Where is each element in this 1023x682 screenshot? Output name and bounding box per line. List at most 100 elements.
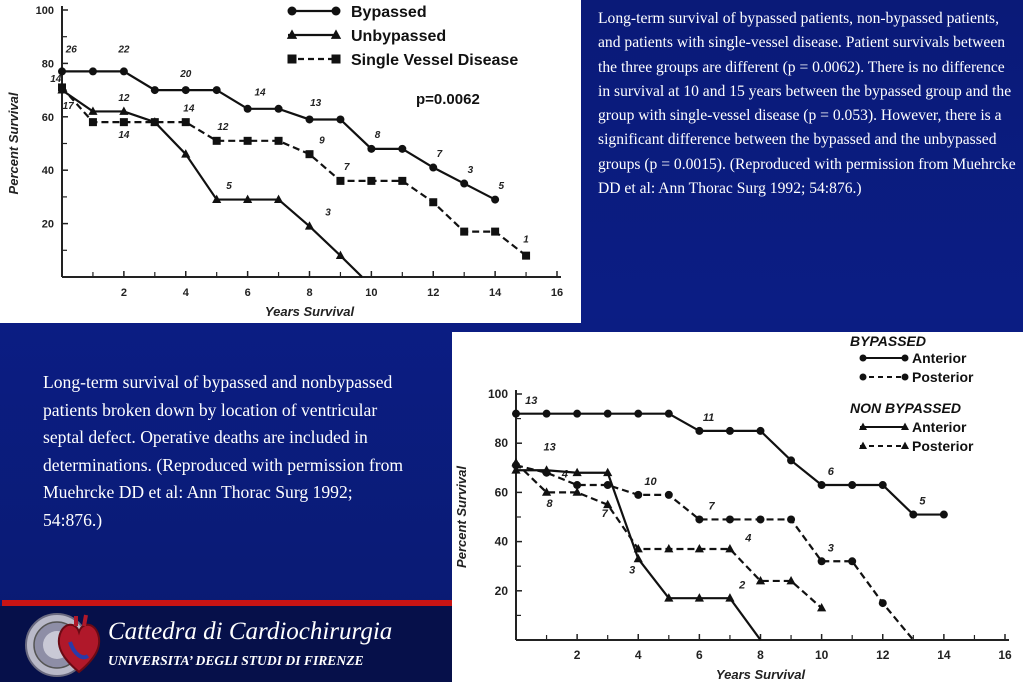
y-tick-label: 80 bbox=[42, 58, 54, 70]
point-count-label: 5 bbox=[499, 181, 505, 192]
legend-marker bbox=[858, 422, 868, 430]
y-axis-title: Percent Survival bbox=[454, 466, 469, 568]
legend-marker bbox=[330, 29, 342, 39]
data-point bbox=[511, 465, 521, 474]
x-tick-label: 10 bbox=[365, 287, 377, 299]
series-non-bypassed-posterior: 8 7 4 bbox=[511, 457, 827, 612]
data-point bbox=[274, 104, 283, 113]
data-point bbox=[181, 118, 190, 127]
data-point bbox=[150, 118, 159, 127]
data-point bbox=[88, 106, 98, 115]
point-count-label: 20 bbox=[179, 69, 192, 80]
point-count-label: 3 bbox=[828, 542, 834, 554]
series-line bbox=[61, 86, 527, 257]
data-point bbox=[695, 515, 704, 524]
survival-chart-bottom: 20 40 60 80 100 2 4 6 8 10 12 14 16 Years Survival Per… bbox=[454, 333, 1012, 682]
y-tick-label: 60 bbox=[42, 112, 54, 124]
data-point bbox=[429, 163, 438, 172]
data-point bbox=[541, 487, 552, 496]
x-tick-label: 2 bbox=[574, 648, 581, 662]
data-point bbox=[88, 67, 97, 76]
y-tick-label: 80 bbox=[495, 436, 509, 450]
footer-subtitle: UNIVERSITA’ DEGLI STUDI DI FIRENZE bbox=[108, 653, 364, 668]
data-point bbox=[150, 86, 159, 95]
data-point bbox=[817, 481, 826, 490]
point-count-label: 5 bbox=[226, 181, 232, 192]
data-point bbox=[725, 515, 734, 524]
legend-label: Unbypassed bbox=[351, 28, 446, 45]
x-tick-label: 12 bbox=[427, 287, 439, 299]
data-point bbox=[305, 150, 314, 159]
legend-marker bbox=[331, 54, 341, 64]
data-point bbox=[572, 487, 582, 496]
data-point bbox=[633, 543, 643, 553]
legend-group-heading: BYPASSED bbox=[850, 333, 926, 349]
y-tick-label: 40 bbox=[495, 535, 509, 549]
x-tick-label: 2 bbox=[121, 287, 127, 299]
data-point bbox=[694, 543, 704, 553]
y-tick-label: 20 bbox=[495, 584, 509, 598]
accent-divider bbox=[2, 600, 452, 606]
caption-bottom: Long-term survival of bypassed and nonby… bbox=[43, 372, 404, 530]
legend-marker bbox=[287, 54, 297, 64]
chart-panel-top: 20 40 60 80 100 2 4 6 8 10 12 14 16 Years Survival Per… bbox=[0, 0, 581, 323]
data-point bbox=[512, 409, 520, 418]
data-point bbox=[335, 250, 346, 260]
point-count-label: 3 bbox=[629, 565, 635, 577]
point-count-label: 7 bbox=[437, 149, 443, 160]
data-point bbox=[634, 490, 643, 499]
caption-top: Long-term survival of bypassed patients,… bbox=[598, 10, 1016, 198]
data-point bbox=[633, 553, 643, 563]
data-point bbox=[305, 115, 314, 124]
legend-label: Anterior bbox=[912, 419, 967, 435]
series-bypassed-anterior: 13 11 6 5 bbox=[512, 395, 948, 519]
data-point bbox=[694, 593, 704, 602]
series-line bbox=[515, 462, 823, 609]
heart-logo bbox=[57, 614, 101, 674]
legend-marker bbox=[858, 441, 868, 449]
data-point bbox=[243, 104, 252, 113]
point-count-label: 13 bbox=[525, 395, 537, 407]
point-count-label: 12 bbox=[217, 122, 229, 133]
data-point bbox=[88, 118, 97, 127]
legend-group-heading: NON BYPASSED bbox=[850, 400, 961, 416]
point-count-label: 5 bbox=[919, 496, 926, 508]
point-count-label: 4 bbox=[561, 469, 568, 481]
point-count-label: 2 bbox=[738, 579, 745, 591]
y-tick-label: 100 bbox=[488, 387, 508, 401]
x-tick-label: 16 bbox=[551, 287, 563, 299]
legend-marker bbox=[901, 373, 909, 381]
point-count-label: 3 bbox=[325, 208, 331, 219]
data-point bbox=[603, 499, 613, 509]
data-point bbox=[336, 176, 345, 185]
legend-label: Single Vessel Disease bbox=[351, 52, 518, 69]
legend-label: Anterior bbox=[912, 350, 967, 366]
x-axis-title: Years Survival bbox=[265, 304, 355, 319]
data-point bbox=[398, 144, 407, 153]
legend-marker bbox=[287, 6, 297, 16]
point-count-label: 22 bbox=[117, 45, 130, 56]
legend-label: Posterior bbox=[912, 438, 974, 454]
point-count-label: 9 bbox=[319, 136, 325, 147]
legend-marker bbox=[859, 373, 867, 381]
x-tick-label: 6 bbox=[696, 648, 703, 662]
x-tick-label: 10 bbox=[815, 648, 829, 662]
data-point bbox=[460, 179, 469, 188]
point-count-label: 1 bbox=[523, 234, 529, 245]
point-count-label: 8 bbox=[375, 130, 381, 141]
legend-marker bbox=[286, 29, 298, 39]
data-point bbox=[367, 144, 376, 153]
data-point bbox=[786, 575, 796, 585]
legend-marker bbox=[331, 6, 341, 16]
data-point bbox=[367, 176, 376, 185]
data-point bbox=[725, 543, 735, 553]
data-point bbox=[878, 599, 887, 608]
data-point bbox=[541, 465, 552, 474]
data-point bbox=[664, 593, 674, 602]
point-count-label: 7 bbox=[344, 162, 350, 173]
data-point bbox=[181, 149, 191, 158]
point-count-label: 26 bbox=[65, 45, 78, 56]
data-point bbox=[756, 426, 765, 435]
data-point bbox=[542, 409, 551, 418]
point-count-label: 3 bbox=[468, 165, 474, 176]
